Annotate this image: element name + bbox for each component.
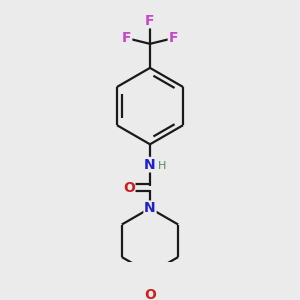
Text: O: O [144,288,156,300]
Text: F: F [122,31,131,45]
Text: N: N [144,158,156,172]
Text: O: O [123,181,135,195]
Text: H: H [158,161,166,171]
Text: F: F [145,14,155,28]
Text: N: N [144,201,156,215]
Text: F: F [169,31,178,45]
